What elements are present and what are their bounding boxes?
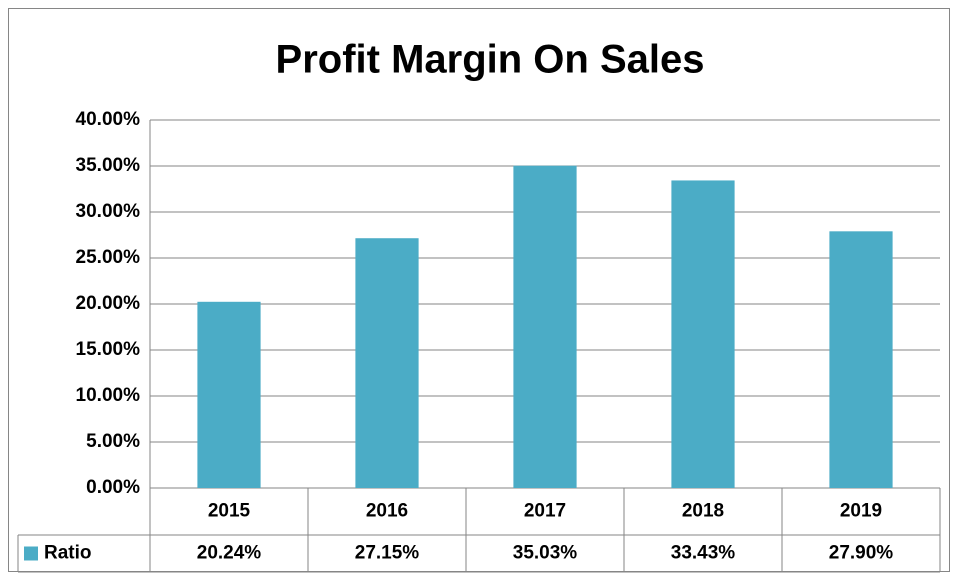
y-tick-label: 35.00%	[76, 155, 141, 176]
legend-label: Ratio	[44, 543, 92, 564]
data-label: 33.43%	[671, 543, 736, 564]
x-tick-label: 2018	[682, 501, 724, 522]
data-label: 27.15%	[355, 543, 420, 564]
chart-title: Profit Margin On Sales	[276, 38, 705, 82]
chart-border	[8, 8, 950, 572]
y-tick-label: 20.00%	[76, 293, 141, 314]
x-tick-label: 2017	[524, 501, 566, 522]
y-tick-label: 15.00%	[76, 339, 141, 360]
bar	[829, 231, 893, 488]
y-tick-label: 5.00%	[86, 431, 140, 452]
bar	[671, 180, 735, 488]
x-tick-label: 2015	[208, 501, 251, 522]
x-tick-label: 2019	[840, 501, 882, 522]
x-tick-label: 2016	[366, 501, 408, 522]
data-label: 27.90%	[829, 543, 894, 564]
legend-key	[24, 546, 38, 561]
bar	[513, 165, 577, 488]
y-tick-label: 25.00%	[76, 247, 141, 268]
y-tick-label: 10.00%	[76, 385, 141, 406]
bar	[355, 238, 419, 488]
y-tick-label: 30.00%	[76, 201, 141, 222]
y-tick-label: 40.00%	[76, 109, 141, 130]
data-label: 35.03%	[513, 543, 578, 564]
bar	[197, 301, 261, 488]
y-tick-label: 0.00%	[86, 477, 140, 498]
data-label: 20.24%	[197, 543, 262, 564]
